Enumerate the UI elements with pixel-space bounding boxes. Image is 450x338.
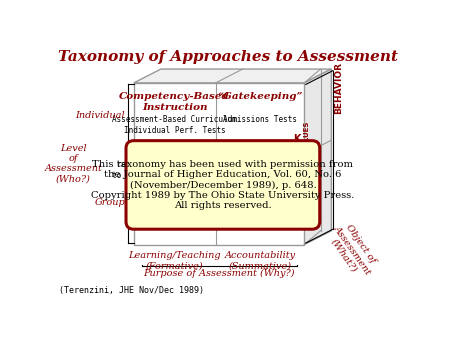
Text: Level
of
Assessment
(Who?): Level of Assessment (Who?): [45, 144, 102, 184]
Text: Accountability
(Summative): Accountability (Summative): [225, 251, 296, 270]
Text: Purpose of Assessment (Why?): Purpose of Assessment (Why?): [143, 268, 295, 277]
Text: Learning/Teaching
(Formative): Learning/Teaching (Formative): [128, 251, 221, 270]
Bar: [134, 83, 304, 245]
Text: Admissions Tests: Admissions Tests: [223, 115, 297, 124]
Text: Taxonomy of Approaches to Assessment: Taxonomy of Approaches to Assessment: [58, 50, 398, 64]
Text: Assessment-Based Curriculum
Individual Perf. Tests: Assessment-Based Curriculum Individual P…: [112, 115, 237, 135]
Text: (Terenzini, JHE Nov/Dec 1989): (Terenzini, JHE Nov/Dec 1989): [59, 286, 204, 295]
Text: “Gatekeeping”: “Gatekeeping”: [217, 92, 303, 101]
Polygon shape: [134, 69, 331, 83]
Text: Program Reviews
Retention Studies
Alumni Studies
“Value-added” Studies: Program Reviews Retention Studies Alumni…: [212, 160, 309, 200]
Text: Competency-Based
Instruction: Competency-Based Instruction: [119, 92, 230, 112]
Text: This taxonomy has been used with permission from
the Journal of Higher Education: This taxonomy has been used with permiss…: [91, 160, 355, 210]
Text: Group: Group: [94, 198, 125, 207]
Text: BEHAVIOR: BEHAVIOR: [335, 62, 344, 114]
Text: results may be aggregated
to serve program evaluation
needs: results may be aggregated to serve progr…: [112, 160, 237, 190]
Text: Individual: Individual: [76, 111, 125, 120]
Text: K
N: K N: [292, 134, 301, 155]
Text: ATTITUDES & VALUES: ATTITUDES & VALUES: [304, 122, 310, 206]
Polygon shape: [304, 69, 331, 245]
FancyBboxPatch shape: [126, 141, 320, 229]
Text: Object of
Assessment
(What?): Object of Assessment (What?): [324, 218, 381, 282]
